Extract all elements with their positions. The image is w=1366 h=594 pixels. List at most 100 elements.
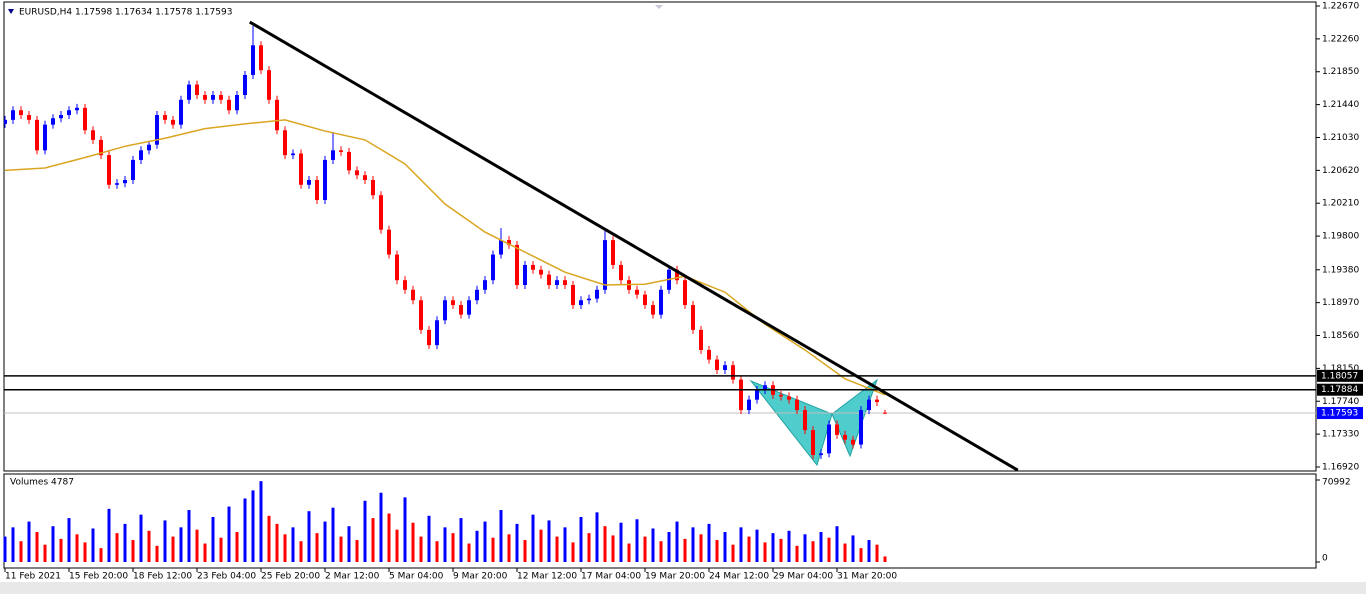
moving-average — [4, 119, 886, 396]
candle-body — [147, 144, 151, 151]
y-tick-label: 1.18150 — [1322, 364, 1359, 374]
level-label: 1.18057 — [1321, 371, 1358, 381]
candle-body — [507, 240, 511, 245]
candle-body — [19, 110, 23, 116]
candle-body — [227, 99, 231, 111]
candle-body — [115, 183, 119, 185]
candle-body — [475, 289, 479, 301]
y-tick-label: 1.20210 — [1322, 199, 1359, 209]
candle-body — [27, 115, 31, 120]
candle-body — [603, 240, 607, 290]
candle-body — [75, 107, 79, 111]
candle-body — [427, 329, 431, 346]
candle-body — [843, 434, 847, 440]
candle-body — [339, 150, 343, 152]
candle-body — [299, 153, 303, 185]
y-tick-label: 1.20620 — [1322, 166, 1359, 176]
candle-body — [859, 410, 863, 445]
candle-body — [883, 412, 887, 414]
candle-body — [779, 394, 783, 397]
candle-body — [243, 74, 247, 95]
candle-body — [715, 359, 719, 370]
candle-body — [707, 349, 711, 360]
price-label-box — [1317, 407, 1363, 420]
y-tick-label: 1.19800 — [1322, 232, 1359, 242]
candle-body — [539, 269, 543, 275]
candle-body — [179, 99, 183, 125]
candle-body — [139, 150, 143, 160]
volume-tick-label: 70992 — [1322, 478, 1351, 488]
x-tick-label: 2 Mar 12:00 — [325, 572, 380, 582]
y-tick-label: 1.18560 — [1322, 331, 1359, 341]
candle-body — [267, 70, 271, 100]
candle-body — [203, 94, 207, 100]
candle-body — [763, 385, 767, 391]
candle-body — [59, 115, 63, 119]
y-tick-label: 1.21850 — [1322, 67, 1359, 77]
candle-body — [731, 365, 735, 380]
candle-body — [643, 294, 647, 306]
candle-body — [419, 300, 423, 330]
candle-body — [275, 99, 279, 131]
y-tick-label: 1.17330 — [1322, 430, 1359, 440]
candle-body — [835, 424, 839, 435]
candle-body — [251, 45, 255, 75]
candle-body — [515, 244, 519, 286]
candle-body — [307, 179, 311, 185]
tab-bar — [0, 582, 1366, 594]
volume-title: Volumes 4787 — [10, 478, 74, 488]
y-tick-label: 1.18970 — [1322, 298, 1359, 308]
candle-body — [803, 410, 807, 431]
candle-body — [875, 399, 879, 403]
x-tick-label: 18 Feb 12:00 — [133, 572, 192, 582]
candle-body — [827, 424, 831, 454]
candle-body — [323, 159, 327, 201]
candle-body — [355, 170, 359, 176]
x-tick-label: 17 Mar 04:00 — [581, 572, 641, 582]
x-tick-label: 15 Feb 20:00 — [69, 572, 128, 582]
x-tick-label: 9 Mar 20:00 — [453, 572, 508, 582]
candle-body — [411, 289, 415, 301]
x-tick-label: 23 Feb 04:00 — [197, 572, 256, 582]
candle-body — [723, 365, 727, 370]
level-label-box — [1317, 369, 1363, 382]
y-tick-label: 1.16920 — [1322, 462, 1359, 472]
candle-body — [107, 155, 111, 185]
price-pane — [3, 1, 1317, 472]
candle-body — [619, 264, 623, 281]
candle-body — [659, 289, 663, 315]
candle-body — [187, 84, 191, 100]
y-tick-label: 1.17740 — [1322, 397, 1359, 407]
candle-body — [435, 320, 439, 346]
candle-body — [67, 110, 71, 116]
symbol-marker — [8, 9, 14, 14]
x-tick-label: 19 Mar 20:00 — [645, 572, 705, 582]
candle-body — [547, 274, 551, 286]
level-label: 1.17884 — [1321, 385, 1358, 395]
candle-body — [195, 84, 199, 95]
candle-body — [443, 300, 447, 321]
candle-body — [451, 300, 455, 306]
candle-body — [523, 264, 527, 286]
candle-body — [819, 453, 823, 455]
x-tick-label: 5 Mar 04:00 — [389, 572, 444, 582]
candle-body — [11, 110, 15, 120]
candle-body — [347, 151, 351, 171]
candle-body — [787, 396, 791, 400]
candle-body — [699, 329, 703, 350]
candle-body — [131, 159, 135, 180]
x-tick-label: 24 Mar 12:00 — [709, 572, 769, 582]
candle-body — [331, 150, 335, 160]
candle-body — [499, 240, 503, 255]
candle-body — [363, 175, 367, 180]
chart-title: EURUSD,H4 1.17598 1.17634 1.17578 1.1759… — [19, 8, 232, 18]
x-tick-label: 12 Mar 12:00 — [517, 572, 577, 582]
y-tick-label: 1.22670 — [1322, 2, 1359, 12]
price-plot — [4, 20, 1316, 471]
candle-body — [651, 305, 655, 315]
candle-body — [291, 153, 295, 156]
candle-body — [459, 305, 463, 315]
candle-body — [755, 390, 759, 400]
candle-body — [747, 399, 751, 411]
